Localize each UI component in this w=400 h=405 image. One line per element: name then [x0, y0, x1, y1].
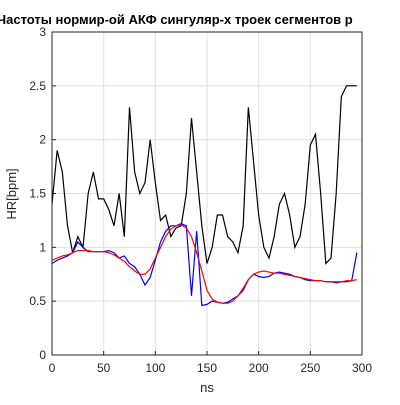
- plot-border: [51, 31, 363, 356]
- x-tick-label: 250: [300, 361, 320, 375]
- series-line: [51, 85, 357, 265]
- y-axis-label: HR[bpm]: [4, 168, 19, 219]
- x-tick-label: 0: [49, 361, 56, 375]
- y-tick-label: 1.5: [29, 187, 46, 201]
- x-axis-label: ns: [200, 380, 214, 395]
- series-line: [51, 224, 357, 304]
- x-tick-label: 300: [352, 361, 372, 375]
- x-tick-label: 100: [145, 361, 165, 375]
- chart-title: Частоты нормир-ой АКФ сингуляр-х троек с…: [0, 12, 353, 27]
- y-tick-label: 0: [39, 348, 46, 362]
- x-tick-label: 200: [249, 361, 269, 375]
- y-tick-label: 3: [39, 25, 46, 39]
- y-tick-label: 1: [39, 240, 46, 254]
- x-tick-label: 150: [197, 361, 217, 375]
- y-tick-label: 0.5: [29, 294, 46, 308]
- y-tick-label: 2.5: [29, 79, 46, 93]
- y-tick-label: 2: [39, 133, 46, 147]
- x-tick-label: 50: [97, 361, 111, 375]
